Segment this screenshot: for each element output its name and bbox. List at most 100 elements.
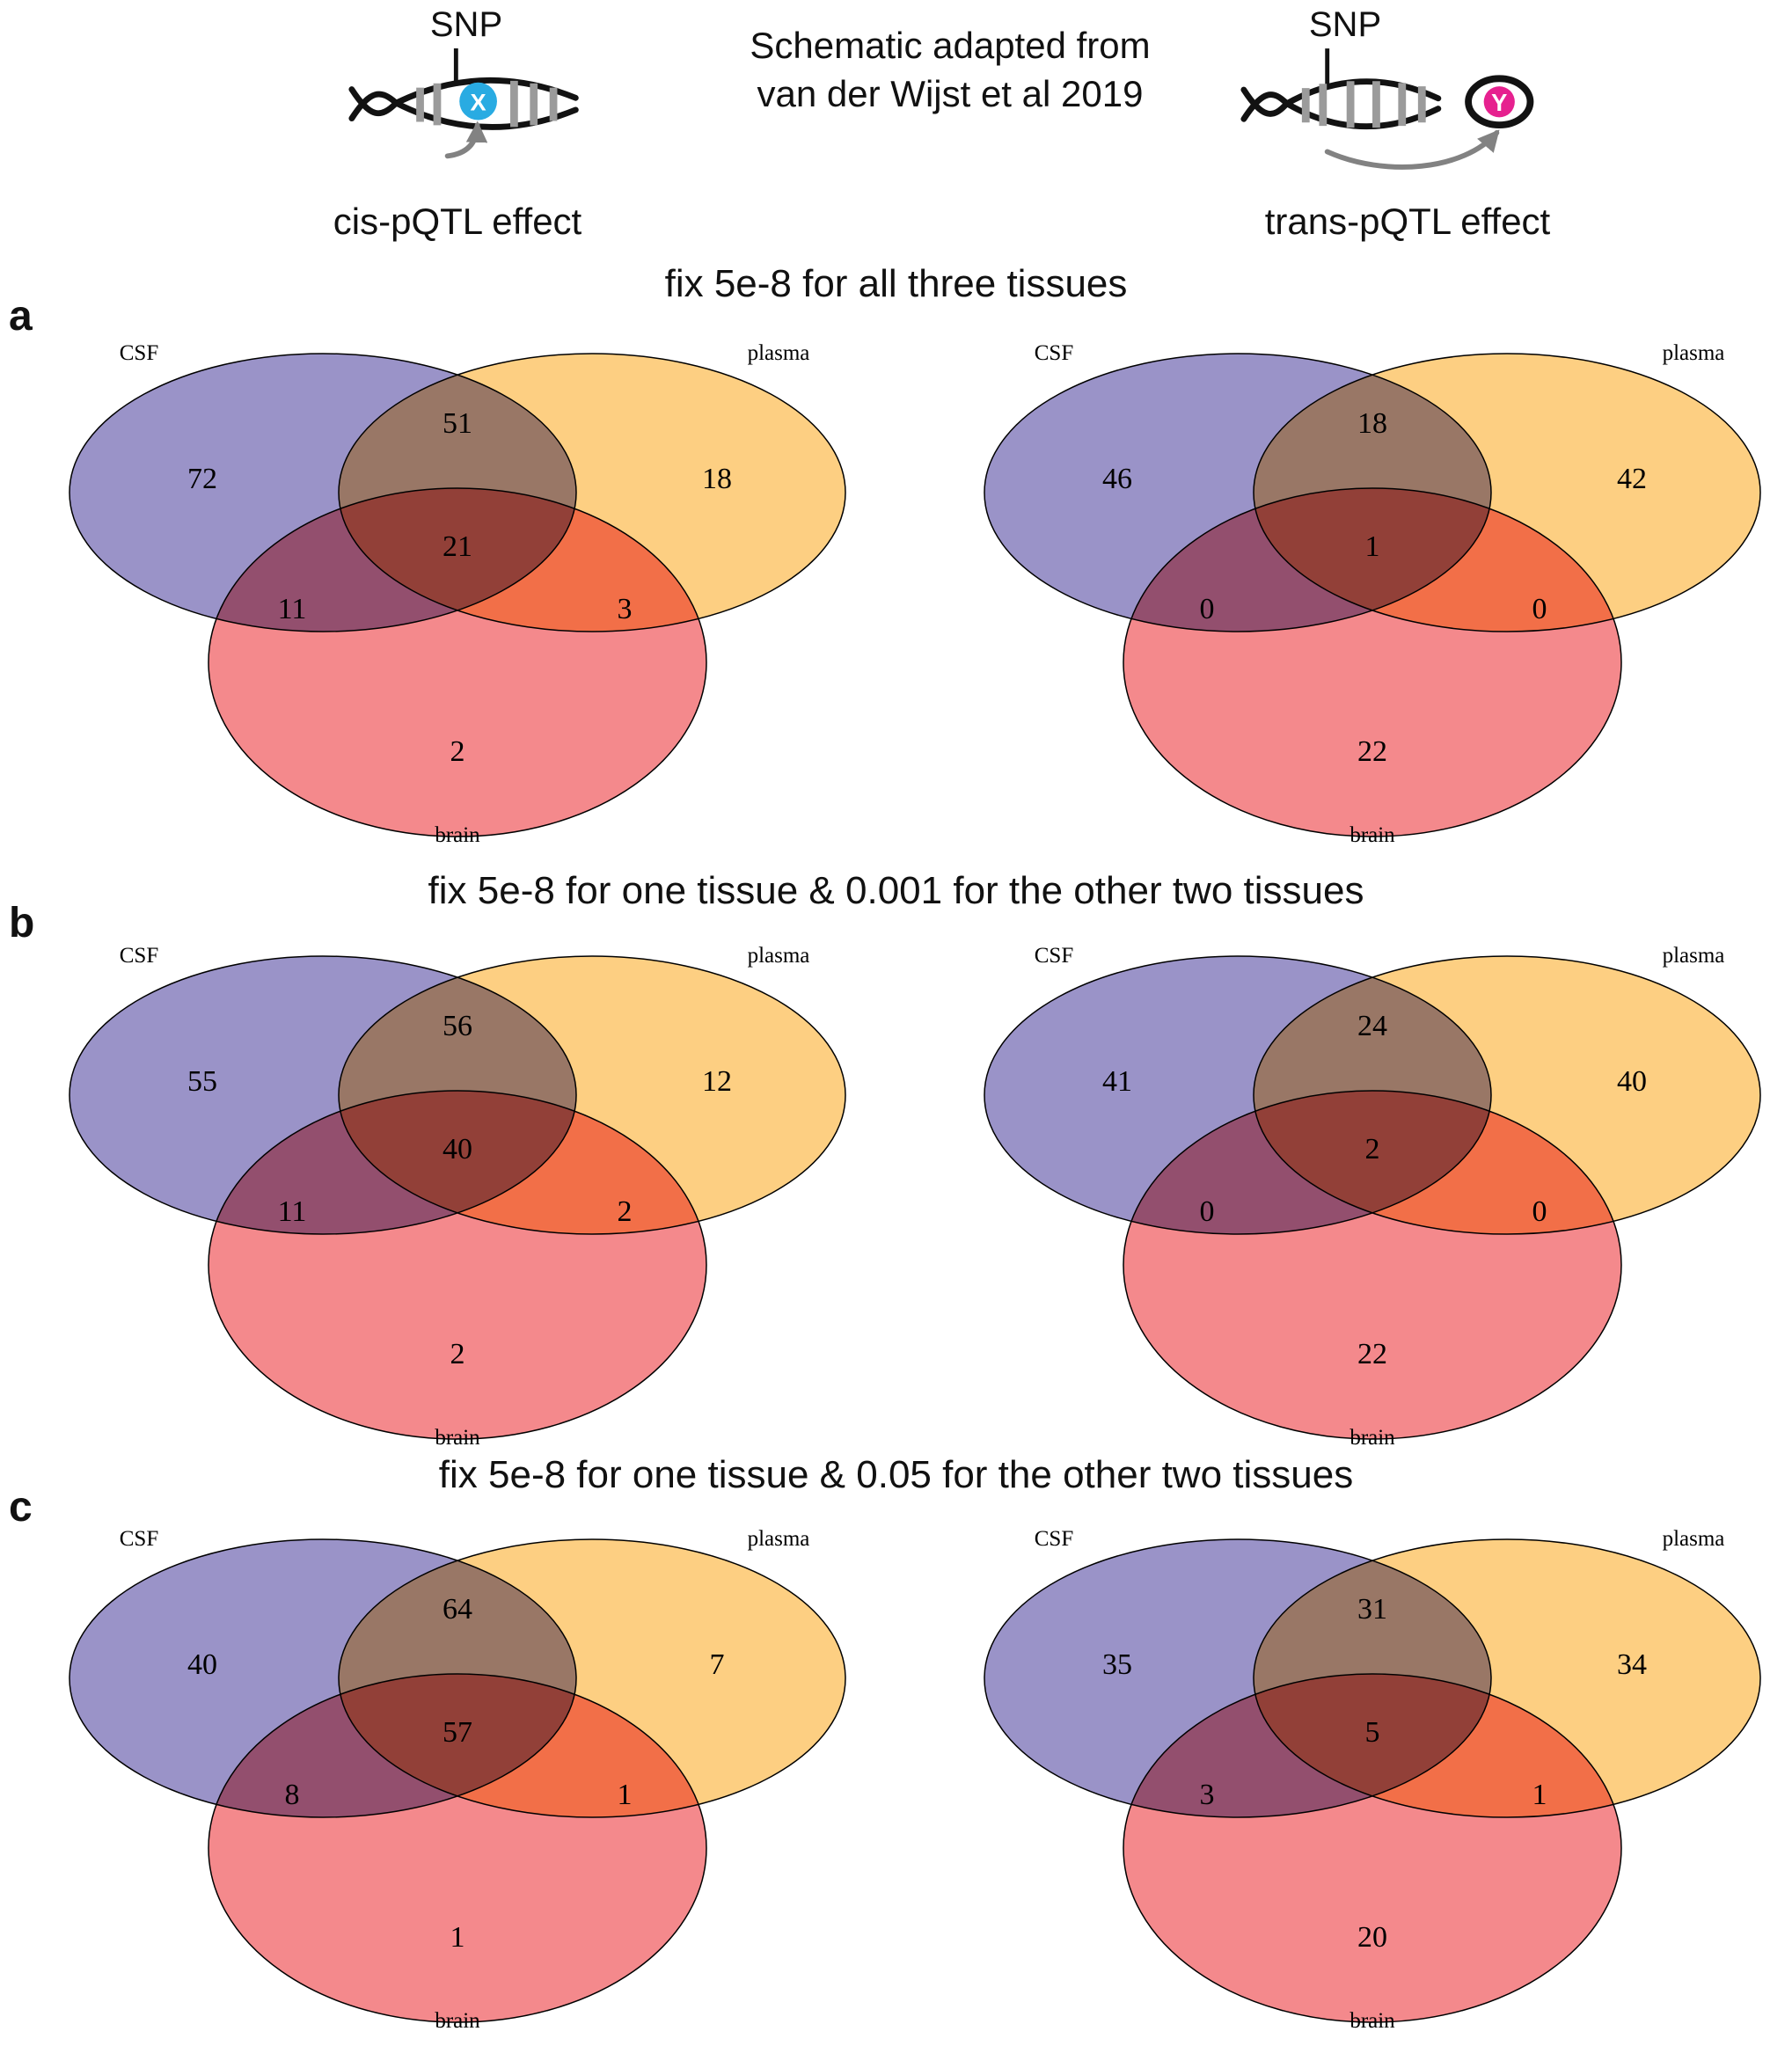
venn-panel-b-cis: CSF plasma brain 55 12 56 40 11 2 2 (62, 919, 853, 1456)
venn-panel-b-trans: CSF plasma brain 41 40 24 2 0 0 22 (976, 919, 1768, 1456)
dna-strand (1240, 91, 1291, 122)
panel-c-letter: c (9, 1484, 33, 1531)
credit-text: Schematic adapted from van der Wijst et … (669, 21, 1232, 119)
set-label-csf: CSF (1034, 341, 1074, 365)
count-csf-only: 55 (187, 1065, 217, 1098)
set-label-brain: brain (435, 823, 480, 847)
count-csf-plasma: 24 (1357, 1010, 1387, 1042)
cis-effect-label: cis-pQTL effect (333, 201, 582, 242)
count-brain-only: 2 (450, 1338, 465, 1370)
count-plasma-brain: 0 (1532, 1195, 1547, 1228)
snp-label-trans: SNP (1308, 5, 1382, 44)
count-brain-only: 20 (1357, 1921, 1387, 1954)
trans-schematic: SNP Y (1239, 5, 1548, 180)
set-label-csf: CSF (119, 341, 159, 365)
trans-dna-drawing: Y (1240, 48, 1534, 170)
count-csf-brain: 11 (277, 1195, 307, 1228)
set-label-plasma: plasma (1662, 1527, 1725, 1551)
count-brain-only: 22 (1357, 1338, 1387, 1370)
count-plasma-only: 42 (1617, 463, 1647, 495)
count-brain-only: 1 (450, 1921, 465, 1954)
count-csf-only: 35 (1102, 1648, 1132, 1681)
set-label-plasma: plasma (747, 341, 810, 365)
venn-ellipses (984, 353, 1761, 837)
set-label-plasma: plasma (747, 944, 810, 968)
venn-ellipses (69, 1538, 846, 2023)
venn-panel-c-trans: CSF plasma brain 35 34 31 5 3 1 20 (976, 1502, 1768, 2039)
count-plasma-only: 34 (1617, 1648, 1647, 1681)
count-plasma-brain: 3 (617, 593, 633, 625)
cis-dna-drawing: X (348, 47, 579, 159)
count-csf-plasma: 18 (1357, 407, 1387, 440)
count-plasma-brain: 2 (617, 1195, 633, 1228)
set-label-csf: CSF (119, 1527, 159, 1551)
dna-strand (348, 86, 399, 117)
panel-c-title: fix 5e-8 for one tissue & 0.05 for the o… (438, 1453, 1354, 1496)
venn-ellipses (984, 1538, 1761, 2023)
trans-allele-letter: Y (1491, 89, 1507, 116)
dna-strand (1240, 86, 1291, 117)
count-csf-plasma: 64 (443, 1593, 472, 1626)
set-label-brain: brain (435, 1426, 480, 1450)
set-label-brain: brain (1349, 1426, 1395, 1450)
cis-schematic: SNP X (347, 5, 586, 171)
dna-strand (348, 91, 399, 121)
venn-panel-c-cis: CSF plasma brain 40 7 64 57 8 1 1 (62, 1502, 853, 2039)
set-label-plasma: plasma (1662, 341, 1725, 365)
set-label-plasma: plasma (747, 1527, 810, 1551)
credit-line-2: van der Wijst et al 2019 (757, 73, 1144, 115)
brain-ellipse (208, 1673, 707, 2023)
venn-panel-a-trans: CSF plasma brain 46 42 18 1 0 0 22 (976, 317, 1768, 853)
count-csf-only: 40 (187, 1648, 217, 1681)
count-plasma-brain: 1 (1532, 1779, 1547, 1811)
count-csf-brain: 0 (1199, 593, 1215, 625)
set-label-brain: brain (435, 2009, 480, 2033)
trans-effect-arrow (1324, 129, 1500, 170)
panel-b-letter: b (9, 900, 35, 946)
set-label-csf: CSF (1034, 944, 1074, 968)
brain-ellipse (208, 1090, 707, 1440)
count-csf-only: 72 (187, 463, 217, 495)
count-csf-plasma-brain: 57 (443, 1716, 472, 1749)
count-brain-only: 2 (450, 735, 465, 768)
count-plasma-only: 40 (1617, 1065, 1647, 1098)
snp-label-cis: SNP (429, 5, 503, 44)
count-csf-brain: 8 (284, 1779, 300, 1811)
panel-a-title: fix 5e-8 for all three tissues (664, 262, 1128, 305)
set-label-csf: CSF (119, 944, 159, 968)
set-label-plasma: plasma (1662, 944, 1725, 968)
cis-effect-arrow (444, 121, 488, 159)
count-plasma-only: 18 (702, 463, 732, 495)
count-plasma-only: 7 (709, 1648, 725, 1681)
venn-panel-a-cis: CSF plasma brain 72 18 51 21 11 3 2 (62, 317, 853, 853)
count-csf-brain: 3 (1199, 1779, 1215, 1811)
trans-snp-marker (1483, 86, 1515, 118)
brain-ellipse (208, 487, 707, 837)
count-csf-plasma: 56 (443, 1010, 472, 1042)
brain-ellipse (1123, 1673, 1622, 2023)
count-csf-plasma-brain: 21 (443, 530, 472, 563)
count-csf-only: 46 (1102, 463, 1132, 495)
brain-ellipse (1123, 1090, 1622, 1440)
count-csf-plasma-brain: 1 (1364, 530, 1380, 563)
venn-ellipses (69, 955, 846, 1440)
trans-effect-label: trans-pQTL effect (1264, 201, 1551, 242)
count-csf-plasma-brain: 2 (1364, 1133, 1380, 1165)
count-csf-only: 41 (1102, 1065, 1132, 1098)
cis-snp-marker (459, 82, 497, 121)
venn-ellipses (69, 353, 846, 837)
count-csf-plasma-brain: 5 (1364, 1716, 1380, 1749)
count-plasma-only: 12 (702, 1065, 732, 1098)
set-label-brain: brain (1349, 2009, 1395, 2033)
brain-ellipse (1123, 487, 1622, 837)
cis-allele-letter: X (471, 89, 486, 116)
panel-a-letter: a (9, 293, 33, 340)
count-csf-plasma: 51 (443, 407, 472, 440)
venn-ellipses (984, 955, 1761, 1440)
count-csf-plasma: 31 (1357, 1593, 1387, 1626)
credit-line-1: Schematic adapted from (750, 25, 1151, 66)
set-label-brain: brain (1349, 823, 1395, 847)
count-csf-brain: 0 (1199, 1195, 1215, 1228)
count-plasma-brain: 0 (1532, 593, 1547, 625)
